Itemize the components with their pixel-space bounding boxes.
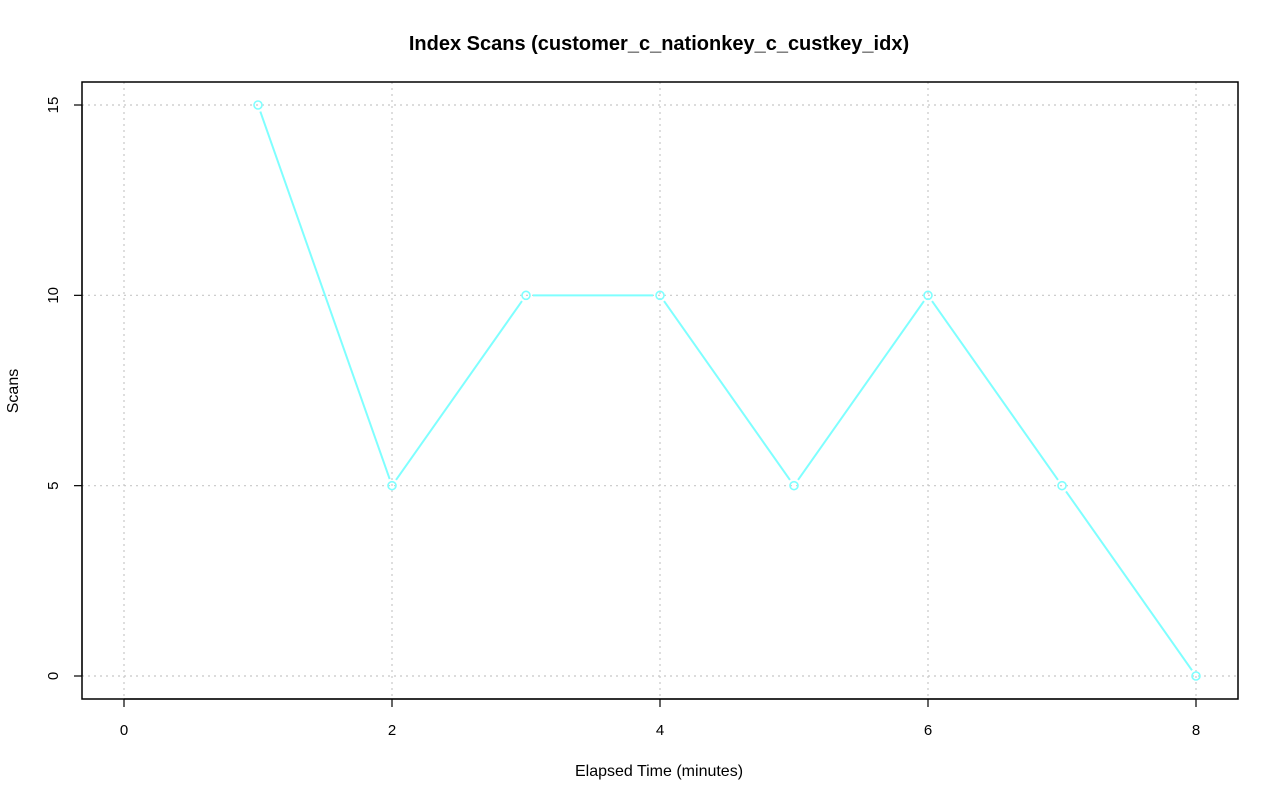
x-tick-label-2: 4 xyxy=(656,722,664,739)
chart-title: Index Scans (customer_c_nationkey_c_cust… xyxy=(409,33,909,55)
series-0-segment-6 xyxy=(1065,490,1193,671)
y-tick-label-1: 5 xyxy=(45,481,62,489)
y-tick-label-3: 15 xyxy=(45,97,62,114)
series-0-segment-3 xyxy=(663,300,791,481)
x-tick-label-3: 6 xyxy=(924,722,932,739)
series-0-point-6 xyxy=(1057,480,1067,491)
series-0-point-4 xyxy=(789,480,799,491)
y-axis: 0 5 10 15 xyxy=(45,97,83,680)
series-0-point-1 xyxy=(387,480,397,491)
x-tick-label-1: 2 xyxy=(388,722,396,739)
x-tick-label-0: 0 xyxy=(120,722,128,739)
series-0-point-2 xyxy=(521,290,531,301)
series-layer xyxy=(253,100,1201,681)
x-axis: 0 2 4 6 8 xyxy=(120,698,1200,739)
y-axis-label: Scans xyxy=(5,369,22,413)
series-0-point-5 xyxy=(923,290,933,301)
x-axis-label: Elapsed Time (minutes) xyxy=(575,763,743,780)
series-0-segment-5 xyxy=(931,300,1059,481)
y-tick-label-2: 10 xyxy=(45,287,62,304)
grid-lines xyxy=(82,82,1238,699)
series-0-point-0 xyxy=(253,100,263,110)
plot-frame xyxy=(81,81,1239,700)
series-0-segment-1 xyxy=(395,300,523,481)
series-0-segment-4 xyxy=(797,300,925,481)
series-0-point-7 xyxy=(1191,671,1201,681)
series-0-point-3 xyxy=(655,290,665,301)
x-tick-label-4: 8 xyxy=(1192,722,1200,739)
y-tick-label-0: 0 xyxy=(45,672,62,680)
series-0-segment-0 xyxy=(259,111,391,480)
